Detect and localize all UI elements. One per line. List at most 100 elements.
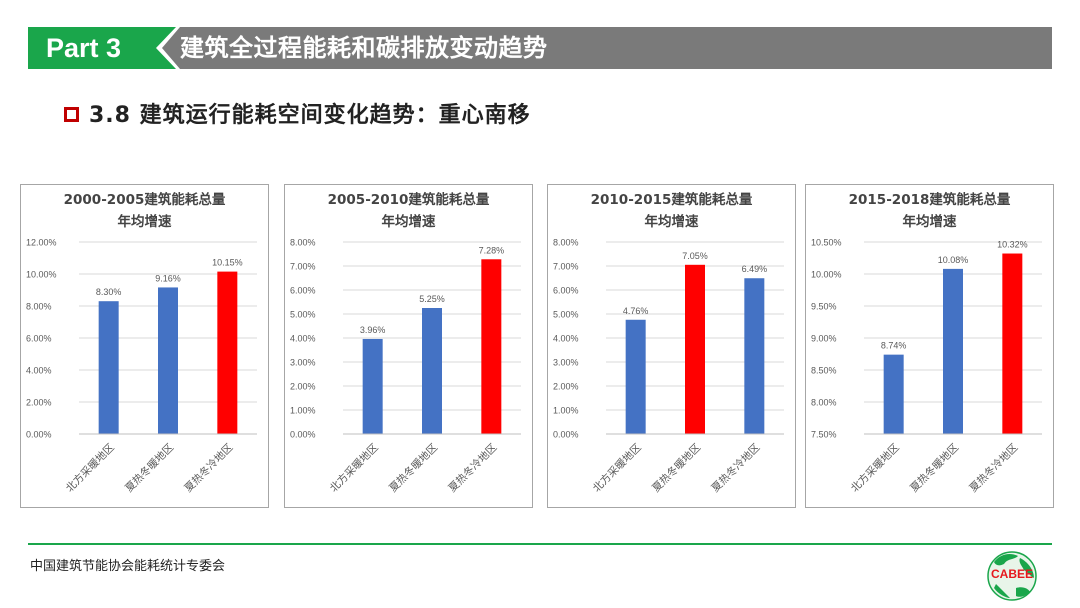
chart-title-line-1: 2015-2018建筑能耗总量 <box>848 192 1011 208</box>
bar-3 <box>1002 253 1023 434</box>
bar-3 <box>744 278 765 434</box>
bar-chart-2000-2005: 0.00% 2.00% 4.00% 6.00% 8.00% 10.00% 12.00% 8.3… <box>26 238 257 495</box>
y-tick-label: 8.00% <box>553 238 579 248</box>
chart-title: 2015-2018建筑能耗总量 年均增速 <box>806 189 1053 233</box>
data-label: 7.28% <box>479 245 505 255</box>
subtitle-row: 3.8 建筑运行能耗空间变化趋势：重心南移 <box>64 96 531 130</box>
x-category-label: 夏热冬冷地区 <box>967 441 1021 495</box>
data-label: 10.15% <box>212 258 243 268</box>
y-tick-label: 2.00% <box>290 382 316 392</box>
chart-panel-2015-2018: 2015-2018建筑能耗总量 年均增速 7.50% 8.00% 8.50% 9.00… <box>805 184 1054 508</box>
chart-panel-2010-2015: 2010-2015建筑能耗总量 年均增速 0.00% 1.00% 2.00% 3.00… <box>547 184 796 508</box>
bar-2 <box>422 308 442 434</box>
header-banner <box>28 27 1052 69</box>
logo-graphic <box>987 551 1037 601</box>
y-tick-label: 2.00% <box>26 398 52 408</box>
data-label: 3.96% <box>360 325 386 335</box>
globe-logo-icon: CABEE <box>982 548 1042 604</box>
y-tick-label: 9.50% <box>811 302 837 312</box>
part-label: Part 3 <box>46 33 122 63</box>
data-label: 10.32% <box>997 240 1028 250</box>
y-tick-label: 5.00% <box>553 310 579 320</box>
bar-1 <box>883 354 904 434</box>
y-tick-label: 8.00% <box>26 302 52 312</box>
bar-chart-2015-2018: 7.50% 8.00% 8.50% 9.00% 9.50% 10.00% 10.50% 8.7… <box>811 238 1042 495</box>
bar-2 <box>685 264 705 434</box>
y-tick-label: 8.00% <box>290 238 316 248</box>
bar-1 <box>625 319 646 434</box>
chart-title-line-2: 年均增速 <box>902 214 957 230</box>
y-tick-label: 3.00% <box>553 358 579 368</box>
bar-chart-2005-2010: 0.00% 1.00% 2.00% 3.00% 4.00% 5.00% 6.00% 7.00%… <box>290 238 521 495</box>
section-title: 建筑全过程能耗和碳排放变动趋势 <box>180 34 548 62</box>
y-tick-label: 3.00% <box>290 358 316 368</box>
x-category-label: 北方采暖地区 <box>590 441 644 495</box>
chart-title: 2000-2005建筑能耗总量 年均增速 <box>21 189 268 233</box>
chart-title-line-1: 2005-2010建筑能耗总量 <box>327 192 490 208</box>
bar-chart-2010-2015: 0.00% 1.00% 2.00% 3.00% 4.00% 5.00% 6.00% 7.00%… <box>553 238 784 495</box>
bar-3 <box>481 259 502 434</box>
y-tick-label: 0.00% <box>26 430 52 440</box>
y-tick-label: 0.00% <box>290 430 316 440</box>
y-tick-label: 10.00% <box>26 270 57 280</box>
chart-panel-2000-2005: 2000-2005建筑能耗总量 年均增速 0.00% 2.00% 4.00% 6.00… <box>20 184 269 508</box>
x-category-label: 北方采暖地区 <box>63 441 117 495</box>
footer-org-text: 中国建筑节能协会能耗统计专委会 <box>30 559 226 574</box>
data-label: 9.16% <box>155 273 181 283</box>
y-tick-label: 10.00% <box>811 270 842 280</box>
y-tick-label: 1.00% <box>290 406 316 416</box>
y-tick-label: 4.00% <box>553 334 579 344</box>
x-category-label: 夏热冬暖地区 <box>386 441 440 495</box>
data-label: 8.30% <box>96 287 122 297</box>
y-tick-label: 0.00% <box>553 430 579 440</box>
data-label: 8.74% <box>881 341 907 351</box>
bar-1 <box>98 301 119 434</box>
y-tick-label: 7.00% <box>553 262 579 272</box>
y-tick-label: 8.50% <box>811 366 837 376</box>
x-category-label: 夏热冬冷地区 <box>446 441 500 495</box>
hollow-square-icon <box>64 106 79 122</box>
y-tick-label: 6.00% <box>290 286 316 296</box>
chart-title-line-2: 年均增速 <box>381 214 436 230</box>
x-category-label: 夏热冬冷地区 <box>182 441 236 495</box>
chart-panel-2005-2010: 2005-2010建筑能耗总量 年均增速 0.00% 1.00% 2.00% 3.00… <box>284 184 533 508</box>
footer-divider <box>28 543 1052 545</box>
bar-2 <box>158 287 178 434</box>
x-category-label: 夏热冬暖地区 <box>122 441 176 495</box>
chart-title-line-1: 2000-2005建筑能耗总量 <box>63 192 226 208</box>
bar-2 <box>943 268 963 434</box>
y-tick-label: 6.00% <box>553 286 579 296</box>
chart-title: 2005-2010建筑能耗总量 年均增速 <box>285 189 532 233</box>
y-tick-label: 9.00% <box>811 334 837 344</box>
y-tick-label: 12.00% <box>26 238 57 248</box>
y-tick-label: 8.00% <box>811 398 837 408</box>
x-category-label: 夏热冬暖地区 <box>649 441 703 495</box>
chart-title-line-1: 2010-2015建筑能耗总量 <box>590 192 753 208</box>
header-banner-shape <box>28 27 1052 69</box>
y-tick-label: 10.50% <box>811 238 842 248</box>
chart-title-line-2: 年均增速 <box>117 214 172 230</box>
x-category-label: 夏热冬冷地区 <box>709 441 763 495</box>
y-tick-label: 4.00% <box>26 366 52 376</box>
chart-title: 2010-2015建筑能耗总量 年均增速 <box>548 189 795 233</box>
x-category-label: 北方采暖地区 <box>848 441 902 495</box>
y-tick-label: 1.00% <box>553 406 579 416</box>
x-category-label: 北方采暖地区 <box>327 441 381 495</box>
data-label: 7.05% <box>682 251 708 261</box>
y-tick-label: 7.50% <box>811 430 837 440</box>
y-tick-label: 4.00% <box>290 334 316 344</box>
data-label: 4.76% <box>623 306 649 316</box>
y-tick-label: 5.00% <box>290 310 316 320</box>
data-label: 6.49% <box>742 264 768 274</box>
data-label: 5.25% <box>419 294 445 304</box>
bar-1 <box>362 338 383 434</box>
slide-subtitle: 3.8 建筑运行能耗空间变化趋势：重心南移 <box>89 103 531 128</box>
y-tick-label: 6.00% <box>26 334 52 344</box>
chart-title-line-2: 年均增速 <box>644 214 699 230</box>
y-tick-label: 7.00% <box>290 262 316 272</box>
data-label: 10.08% <box>938 255 969 265</box>
x-category-label: 夏热冬暖地区 <box>907 441 961 495</box>
y-tick-label: 2.00% <box>553 382 579 392</box>
bar-3 <box>217 271 238 434</box>
logo-text: CABEE <box>990 567 1033 581</box>
